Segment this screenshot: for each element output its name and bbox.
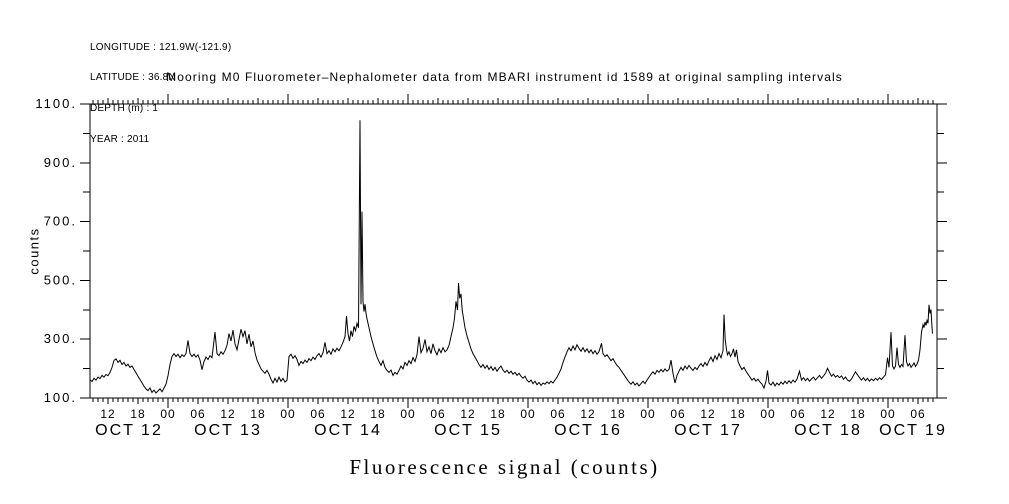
- metadata-longitude: LONGITUDE : 121.9W(-121.9): [90, 41, 232, 53]
- y-tick-label: 100.: [44, 390, 77, 405]
- y-tick-label: 500.: [44, 272, 77, 287]
- x-tick-label: 12: [340, 407, 355, 421]
- x-tick-label: 06: [910, 407, 925, 421]
- y-tick-label: 1100.: [35, 96, 77, 111]
- x-tick-label: 06: [790, 407, 805, 421]
- x-tick-label: 12: [220, 407, 235, 421]
- y-axis-title: counts: [26, 227, 42, 275]
- x-date-label: OCT 13: [194, 422, 262, 439]
- y-tick-label: 700.: [44, 214, 77, 229]
- x-tick-label: 12: [700, 407, 715, 421]
- fluorescence-series-line: [89, 120, 933, 394]
- x-axis-title: Fluorescence signal (counts): [349, 455, 660, 479]
- x-tick-label: 18: [130, 407, 145, 421]
- metadata-depth: DEPTH (m) : 1: [90, 103, 159, 115]
- x-tick-label: 00: [280, 407, 295, 421]
- x-tick-label: 06: [310, 407, 325, 421]
- metadata-latitude: LATITUDE : 36.8N: [90, 72, 176, 84]
- x-tick-label: 18: [730, 407, 745, 421]
- metadata-block: LONGITUDE : 121.9W(-121.9) LATITUDE : 36…: [90, 22, 231, 166]
- x-tick-label: 18: [490, 407, 505, 421]
- x-date-label: OCT 12: [95, 422, 163, 439]
- x-tick-label: 00: [400, 407, 415, 421]
- x-tick-label: 18: [250, 407, 265, 421]
- x-date-label: OCT 17: [674, 422, 742, 439]
- x-date-label: OCT 18: [794, 422, 862, 439]
- x-tick-label: 06: [430, 407, 445, 421]
- x-tick-label: 06: [670, 407, 685, 421]
- x-tick-label: 12: [460, 407, 475, 421]
- metadata-year: YEAR : 2011: [90, 134, 150, 146]
- x-date-label: OCT 14: [314, 422, 382, 439]
- x-tick-label: 18: [850, 407, 865, 421]
- x-tick-label: 12: [580, 407, 595, 421]
- x-date-label: OCT 16: [554, 422, 622, 439]
- y-tick-label: 900.: [44, 155, 77, 170]
- x-tick-label: 18: [610, 407, 625, 421]
- x-tick-label: 00: [880, 407, 895, 421]
- x-tick-label: 00: [160, 407, 175, 421]
- x-tick-label: 18: [370, 407, 385, 421]
- y-tick-label: 300.: [44, 331, 77, 346]
- x-date-label: OCT 19: [879, 422, 947, 439]
- x-tick-label: 06: [550, 407, 565, 421]
- x-tick-label: 06: [190, 407, 205, 421]
- x-tick-label: 00: [760, 407, 775, 421]
- x-tick-label: 00: [640, 407, 655, 421]
- x-tick-label: 00: [520, 407, 535, 421]
- x-date-label: OCT 15: [434, 422, 502, 439]
- chart-title: Mooring M0 Fluorometer–Nephalometer data…: [166, 70, 843, 84]
- x-tick-label: 12: [820, 407, 835, 421]
- x-tick-label: 12: [100, 407, 115, 421]
